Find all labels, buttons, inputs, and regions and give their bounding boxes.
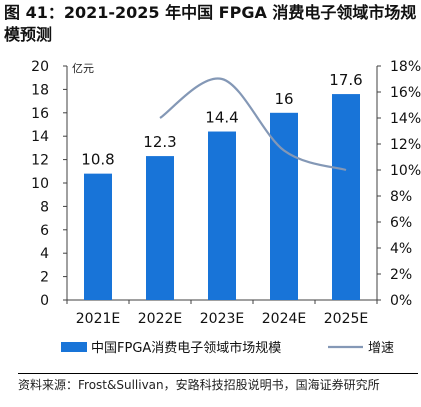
right-tick-label: 10% — [390, 163, 421, 179]
bar-2023E — [208, 131, 236, 300]
x-tick-label: 2024E — [262, 311, 306, 327]
x-tick-label: 2022E — [138, 311, 182, 327]
bar-data-label: 16 — [274, 90, 293, 108]
left-axis-unit: 亿元 — [72, 62, 94, 75]
left-tick-label: 10 — [31, 176, 49, 192]
left-tick-label: 14 — [31, 129, 49, 145]
right-tick-label: 6% — [390, 215, 412, 231]
right-tick-label: 2% — [390, 267, 412, 283]
left-tick-label: 12 — [31, 153, 49, 169]
growth-line — [159, 77, 347, 172]
left-tick-label: 6 — [40, 223, 49, 239]
legend-label-line: 增速 — [368, 341, 394, 356]
right-tick-label: 0% — [390, 293, 412, 309]
right-tick-label: 18% — [390, 59, 421, 75]
x-tick-label: 2023E — [200, 311, 244, 327]
x-tick-label: 2025E — [324, 311, 368, 327]
left-tick-label: 20 — [31, 59, 49, 75]
left-tick-label: 18 — [31, 82, 49, 98]
legend-swatch-bar — [61, 342, 87, 352]
bar-2022E — [146, 156, 174, 300]
bar-data-label: 17.6 — [329, 71, 362, 89]
left-tick-label: 0 — [40, 293, 49, 309]
right-tick-label: 16% — [390, 85, 421, 101]
left-tick-label: 8 — [40, 199, 49, 215]
legend-label-bar: 中国FPGA消费电子领域市场规模 — [91, 340, 281, 356]
bar-2024E — [270, 112, 298, 300]
bar-data-label: 10.8 — [81, 151, 114, 169]
right-tick-label: 4% — [390, 241, 412, 257]
chart-title: 图 41：2021-2025 年中国 FPGA 消费电子领域市场规模预测 — [4, 3, 417, 44]
bar-2021E — [84, 173, 112, 300]
left-tick-label: 4 — [40, 246, 49, 262]
x-tick-label: 2021E — [76, 311, 120, 327]
right-tick-label: 14% — [390, 111, 421, 127]
left-tick-label: 16 — [31, 106, 49, 122]
right-tick-label: 12% — [390, 137, 421, 153]
source-note: 资料来源：Frost&Sullivan，安路科技招股说明书，国海证券研究所 — [18, 373, 418, 394]
left-tick-label: 2 — [40, 270, 49, 286]
bar-2025E — [332, 94, 360, 300]
bar-data-label: 14.4 — [205, 109, 238, 127]
right-tick-label: 8% — [390, 189, 412, 205]
bar-data-label: 12.3 — [143, 133, 176, 151]
